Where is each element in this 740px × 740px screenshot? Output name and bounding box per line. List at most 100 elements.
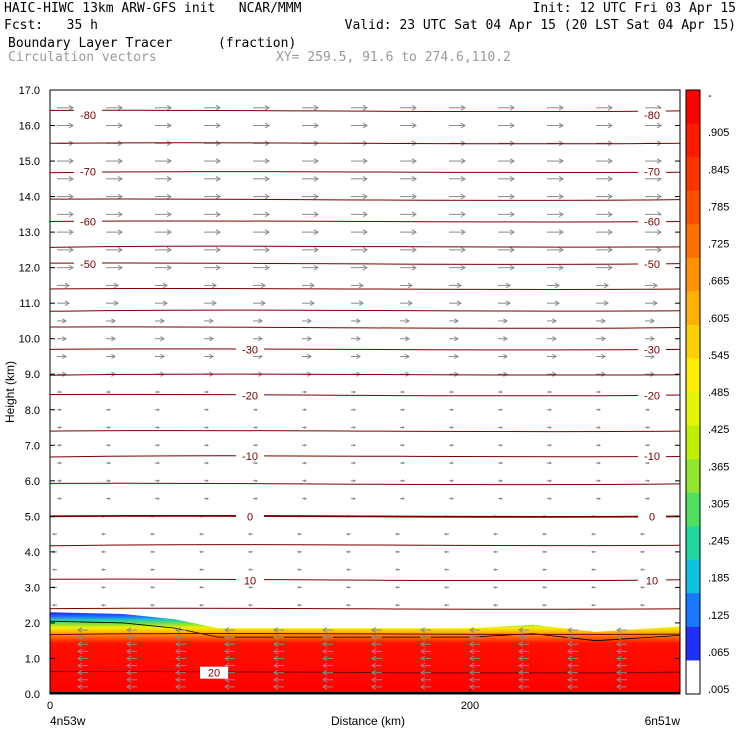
circulation-vector (106, 282, 119, 289)
circulation-vector (199, 586, 204, 589)
x-axis-label: Distance (km) (331, 714, 405, 728)
circulation-vector (498, 390, 503, 394)
circulation-vector (155, 229, 172, 235)
circulation-vector (498, 104, 515, 111)
low-level-vector (518, 655, 529, 662)
circulation-vector (547, 193, 564, 200)
low-level-vector (371, 634, 382, 640)
circulation-vector (547, 371, 557, 377)
circulation-vector (253, 158, 270, 164)
isotherm-label: -80 (80, 110, 96, 122)
low-level-vector (322, 641, 333, 648)
y-tick-label: 8.0 (25, 405, 40, 417)
low-level-vector (77, 662, 88, 669)
circulation-vector (248, 568, 253, 572)
colorbar-label: .245 (708, 536, 729, 548)
low-level-vector (420, 662, 431, 669)
isotherm-label: -50 (80, 259, 96, 271)
circulation-vector (591, 532, 596, 536)
low-level-vector (175, 648, 186, 655)
isotherm-label-bg (638, 215, 666, 228)
circulation-vector (155, 175, 172, 182)
low-level-vector (273, 648, 284, 655)
circulation-vector (351, 300, 364, 307)
colorbar: - .905 .845 .785 .725 .665 .605 .545 .485 .425 .36… (685, 89, 729, 696)
circulation-vector (645, 229, 662, 235)
circulation-vector (444, 532, 449, 536)
circulation-vector (248, 603, 253, 607)
circulation-vector (155, 497, 160, 500)
circulation-vector (449, 229, 466, 235)
low-level-vector (567, 634, 578, 640)
isotherm-line (50, 142, 680, 145)
circulation-vector (351, 390, 356, 394)
low-level-vector (371, 676, 382, 683)
circulation-vector (155, 247, 172, 253)
circulation-vector (493, 603, 498, 607)
field1-name: Boundary Layer Tracer (8, 36, 173, 51)
circulation-vector (498, 211, 515, 218)
low-level-vector (567, 627, 578, 633)
circulation-vector (57, 211, 74, 218)
low-level-vector (616, 634, 627, 640)
isotherm-labels: -80 -80 -70 -70 -60 -60 -50 -50 -30 -30 -20 -20 -10 -… (74, 108, 666, 680)
circulation-vector (400, 336, 410, 342)
isotherm-label-bg (638, 108, 666, 121)
circulation-vector (302, 443, 307, 447)
circulation-vector (155, 193, 172, 200)
low-level-vector (77, 655, 88, 662)
circulation-vector (57, 479, 62, 483)
circulation-vector (449, 336, 459, 342)
circulation-vector (596, 408, 601, 412)
low-level-vector (469, 648, 480, 655)
low-level-vector (273, 669, 284, 676)
y-axis: 0.0 1.0 2.0 3.0 4.0 5.0 6.0 7.0 8.0 9.0 10.0 11.0 12… (19, 85, 680, 701)
circulation-vector (547, 479, 552, 483)
circulation-vector (199, 568, 204, 572)
circulation-vector (57, 104, 74, 111)
circulation-vector (346, 550, 351, 554)
low-level-vector (126, 641, 137, 648)
circulation-vector (449, 497, 454, 500)
isotherm-label: -60 (80, 216, 96, 228)
colorbar-swatch (686, 425, 700, 460)
y-tick-label: 14.0 (19, 192, 40, 204)
colorbar-label: .725 (708, 239, 729, 251)
circulation-vector (57, 497, 62, 500)
circulation-vector (155, 461, 160, 465)
circulation-vector (596, 211, 613, 218)
isotherm-label-bg (638, 449, 666, 462)
low-level-vector (224, 655, 235, 662)
circulation-vector (645, 479, 650, 483)
circulation-vector (444, 586, 449, 589)
circulation-vector (57, 318, 67, 324)
circulation-vector (204, 318, 214, 324)
circulation-vector (57, 426, 62, 429)
circulation-vector (253, 247, 270, 253)
circulation-vector (351, 175, 368, 182)
circulation-vector (640, 586, 645, 589)
isotherm-line (50, 326, 680, 329)
circulation-vector (547, 104, 564, 111)
low-level-vector (371, 655, 382, 662)
colorbar-label: .785 (708, 201, 729, 213)
circulation-vector (106, 461, 111, 465)
circulation-vector (449, 353, 459, 360)
circulation-vector (645, 300, 658, 307)
circulation-vector (449, 104, 466, 111)
circulation-vector (57, 175, 74, 182)
plot-frame (49, 89, 681, 695)
isotherm-line (50, 430, 680, 433)
circulation-vector (351, 353, 361, 360)
circulation-vector (106, 443, 111, 447)
low-level-vector (518, 648, 529, 655)
circulation-vector (155, 211, 172, 218)
circulation-vector (297, 586, 302, 589)
low-level-vector (469, 669, 480, 676)
colorbar-swatch (686, 459, 700, 494)
low-level-vector (469, 634, 480, 640)
colorbar-swatch (686, 626, 700, 661)
circulation-vector (101, 550, 106, 554)
circulation-vector (596, 264, 613, 271)
